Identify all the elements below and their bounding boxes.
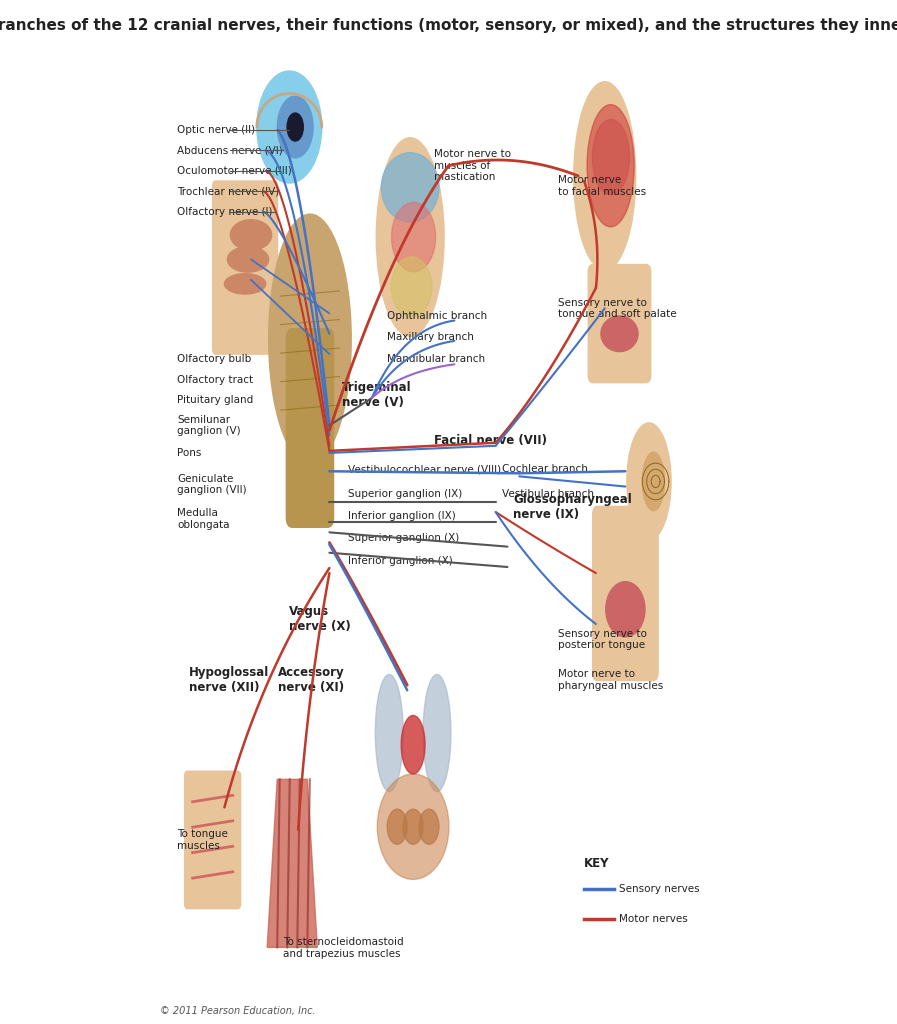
Text: Pons: Pons [178, 447, 202, 458]
Ellipse shape [231, 220, 272, 250]
Ellipse shape [403, 809, 423, 844]
Ellipse shape [574, 82, 636, 270]
Ellipse shape [376, 137, 444, 336]
Text: Sensory nerve to
posterior tongue: Sensory nerve to posterior tongue [558, 629, 647, 650]
Ellipse shape [378, 774, 448, 880]
Text: © 2011 Pearson Education, Inc.: © 2011 Pearson Education, Inc. [160, 1007, 315, 1016]
Text: Trigeminal
nerve (V): Trigeminal nerve (V) [343, 381, 412, 409]
Text: Geniculate
ganglion (VII): Geniculate ganglion (VII) [178, 474, 247, 496]
Text: Medulla
oblongata: Medulla oblongata [178, 508, 230, 530]
Text: Maxillary branch: Maxillary branch [387, 332, 474, 342]
FancyBboxPatch shape [286, 329, 334, 527]
Ellipse shape [627, 423, 671, 540]
Text: Accessory
nerve (XI): Accessory nerve (XI) [277, 666, 344, 694]
Ellipse shape [592, 120, 630, 195]
Text: Oculomotor nerve (III): Oculomotor nerve (III) [178, 166, 292, 176]
Ellipse shape [601, 316, 638, 351]
FancyBboxPatch shape [588, 264, 650, 383]
Text: Facial nerve (VII): Facial nerve (VII) [434, 434, 547, 447]
Ellipse shape [391, 203, 436, 271]
Text: Abducens nerve (VI): Abducens nerve (VI) [178, 145, 283, 156]
Text: Glossopharyngeal
nerve (IX): Glossopharyngeal nerve (IX) [513, 493, 632, 521]
Ellipse shape [381, 153, 439, 222]
Ellipse shape [605, 582, 645, 637]
Text: Trochlear nerve (IV): Trochlear nerve (IV) [178, 186, 280, 197]
Text: Cochlear branch: Cochlear branch [501, 464, 588, 474]
Ellipse shape [224, 273, 266, 294]
Ellipse shape [401, 716, 425, 774]
Text: Olfactory tract: Olfactory tract [178, 375, 253, 385]
Ellipse shape [388, 809, 407, 844]
Circle shape [287, 113, 303, 141]
Text: Inferior ganglion (IX): Inferior ganglion (IX) [348, 511, 456, 521]
Circle shape [257, 71, 322, 183]
Text: Motor nerve
to facial muscles: Motor nerve to facial muscles [558, 175, 646, 197]
Text: KEY: KEY [584, 857, 610, 869]
Text: Motor nerve to
pharyngeal muscles: Motor nerve to pharyngeal muscles [558, 670, 663, 691]
Ellipse shape [419, 809, 439, 844]
Ellipse shape [391, 257, 431, 316]
Text: Superior ganglion (X): Superior ganglion (X) [348, 534, 459, 544]
FancyBboxPatch shape [185, 771, 240, 908]
Text: Olfactory nerve (I): Olfactory nerve (I) [178, 207, 273, 216]
Ellipse shape [423, 675, 451, 792]
Text: Olfactory bulb: Olfactory bulb [178, 354, 251, 365]
Text: Motor nerves: Motor nerves [620, 914, 688, 925]
Ellipse shape [228, 247, 269, 272]
Ellipse shape [642, 453, 665, 511]
Text: Inferior ganglion (X): Inferior ganglion (X) [348, 556, 453, 566]
Text: Mandibular branch: Mandibular branch [387, 354, 484, 365]
Text: Vestibulocochlear nerve (VIII): Vestibulocochlear nerve (VIII) [348, 464, 501, 474]
Text: The branches of the 12 cranial nerves, their functions (motor, sensory, or mixed: The branches of the 12 cranial nerves, t… [0, 18, 897, 33]
Ellipse shape [375, 675, 403, 792]
Ellipse shape [587, 104, 634, 227]
Text: Pituitary gland: Pituitary gland [178, 395, 254, 404]
Text: Semilunar
ganglion (V): Semilunar ganglion (V) [178, 415, 241, 436]
Text: Sensory nerves: Sensory nerves [620, 884, 701, 894]
Text: Hypoglossal
nerve (XII): Hypoglossal nerve (XII) [189, 666, 269, 694]
Text: To tongue
muscles: To tongue muscles [178, 829, 228, 851]
Text: Sensory nerve to
tongue and soft palate: Sensory nerve to tongue and soft palate [558, 298, 676, 319]
Text: Ophthalmic branch: Ophthalmic branch [387, 311, 487, 322]
Text: Vagus
nerve (X): Vagus nerve (X) [290, 605, 351, 633]
FancyBboxPatch shape [213, 181, 277, 354]
Text: Optic nerve (II): Optic nerve (II) [178, 125, 256, 135]
FancyBboxPatch shape [593, 507, 658, 681]
Polygon shape [267, 779, 318, 947]
Text: Motor nerve to
muscles of
mastication: Motor nerve to muscles of mastication [434, 150, 510, 182]
Circle shape [277, 96, 313, 158]
Text: Superior ganglion (IX): Superior ganglion (IX) [348, 488, 463, 499]
Text: Vestibular branch: Vestibular branch [501, 488, 594, 499]
Text: To sternocleidomastoid
and trapezius muscles: To sternocleidomastoid and trapezius mus… [283, 937, 404, 958]
Ellipse shape [269, 214, 352, 464]
